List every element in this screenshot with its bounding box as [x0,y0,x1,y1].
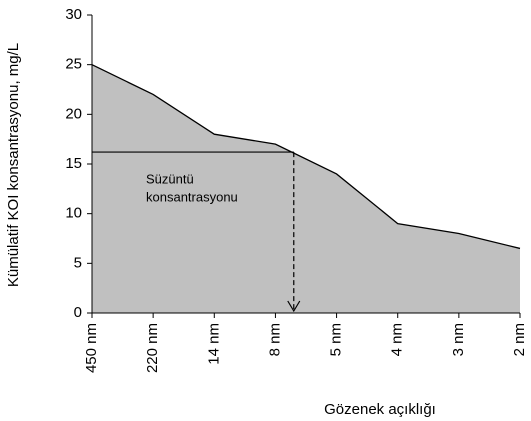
y-tick-label: 5 [74,254,82,271]
x-tick-label: 8 nm [266,323,283,356]
y-tick-label: 15 [65,155,82,172]
x-tick-label: 14 nm [205,323,222,365]
arrow-head [287,300,301,313]
y-tick-label: 10 [65,205,82,222]
x-tick-label: 5 nm [328,323,345,356]
x-tick-label: 4 nm [389,323,406,356]
x-tick-label: 3 nm [450,323,467,356]
y-tick-label: 20 [65,105,82,122]
y-tick-label: 30 [65,6,82,23]
x-tick-label: 220 nm [144,323,161,373]
annotation-text: konsantrasyonu [146,190,238,205]
y-axis-title: Kümülatif KOI konsantrasyonu, mg/L [5,43,22,287]
y-tick-label: 25 [65,56,82,73]
x-tick-label: 2 nm [511,323,528,356]
x-tick-label: 450 nm [83,323,100,373]
area [92,64,520,314]
annotation-text: Süzüntü [146,172,194,187]
area-line [91,64,521,250]
y-tick-label: 0 [74,304,82,321]
x-axis-title: Gözenek açıklığı [324,401,436,418]
